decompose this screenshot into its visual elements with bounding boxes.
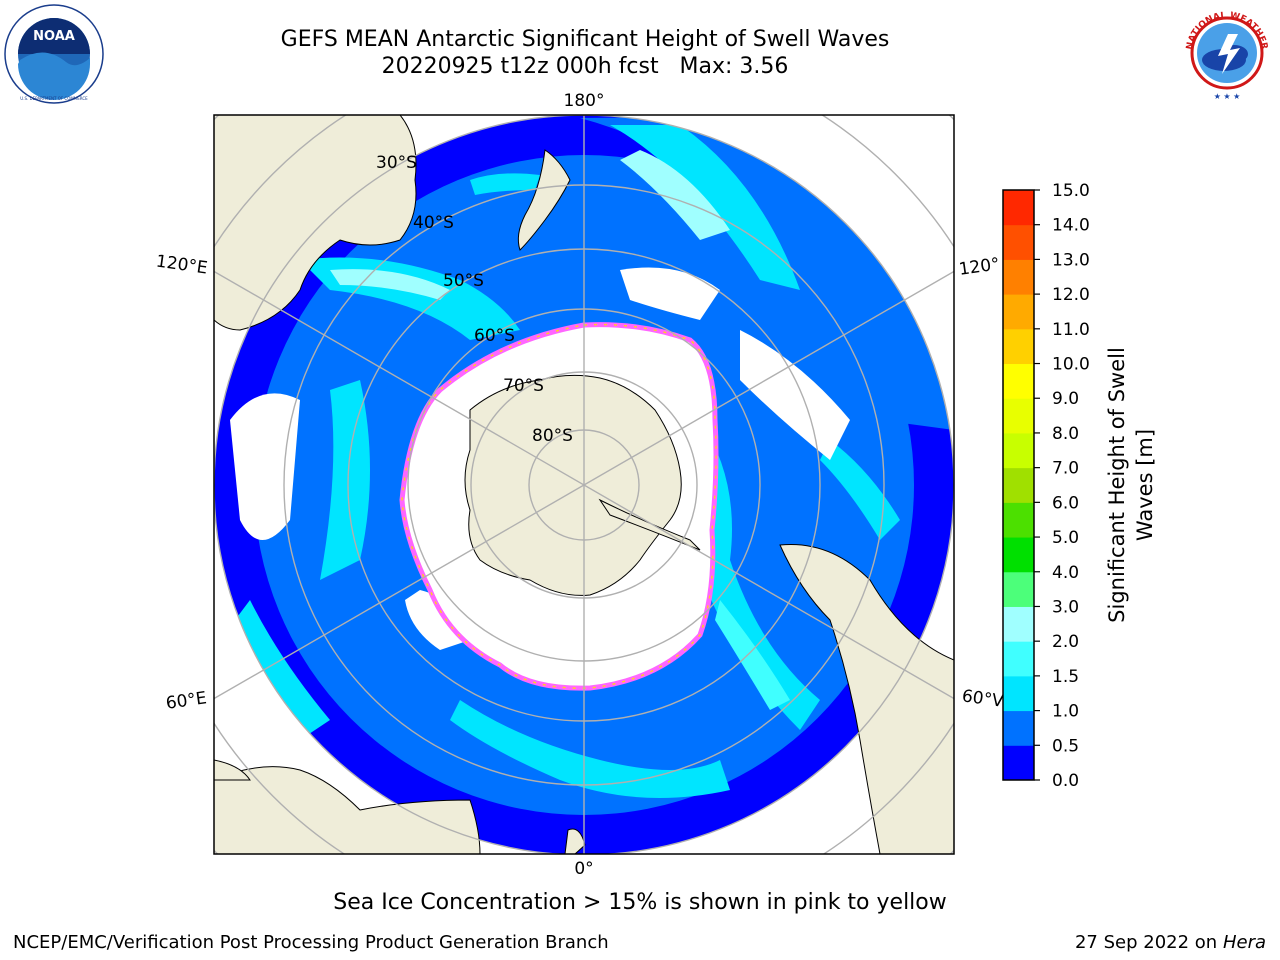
colorbar-swatch	[1003, 537, 1034, 573]
colorbar-label-line2: Waves [m]	[1133, 429, 1157, 541]
svg-text:★ ★ ★: ★ ★ ★	[1214, 92, 1241, 101]
south-america	[779, 543, 954, 854]
colorbar-swatch	[1003, 432, 1034, 469]
colorbar-swatch	[1003, 606, 1034, 642]
colorbar-tick-label: 4.0	[1052, 563, 1079, 583]
colorbar-swatch	[1003, 190, 1034, 226]
colorbar-tick-label: 5.0	[1052, 528, 1079, 548]
credit-host: Hera	[1222, 932, 1266, 953]
colorbar-swatch	[1003, 502, 1034, 538]
colorbar-swatch	[1003, 675, 1034, 712]
colorbar-tick-label: 9.0	[1052, 389, 1079, 409]
map-frame	[213, 114, 955, 855]
colorbar-tick-label: 1.5	[1052, 667, 1079, 687]
colorbar-swatch	[1003, 467, 1034, 503]
chart-subtitle: 20220925 t12z 000h fcst Max: 3.56	[381, 54, 789, 79]
colorbar-tick-label: 8.0	[1052, 424, 1079, 444]
colorbar-tick-label: 2.0	[1052, 632, 1079, 652]
colorbar-tick-label: 15.0	[1052, 181, 1090, 201]
colorbar-swatch	[1003, 363, 1034, 399]
svg-text:U.S. DEPARTMENT OF COMMERCE: U.S. DEPARTMENT OF COMMERCE	[20, 96, 88, 101]
lat-label-30s: 30°S	[376, 153, 417, 173]
lon-label-180: 180°	[564, 91, 605, 111]
africa	[214, 766, 481, 854]
lat-label-60s: 60°S	[474, 326, 515, 346]
colorbar-swatch	[1003, 641, 1034, 677]
credit-date-text: 27 Sep 2022 on	[1074, 932, 1218, 953]
colorbar-swatch	[1003, 745, 1034, 781]
colorbar-tick-label: 11.0	[1052, 320, 1090, 340]
svg-text:NOAA: NOAA	[33, 29, 75, 44]
lon-label-120w: 120°	[958, 254, 1001, 280]
map-panel	[214, 115, 954, 854]
lon-label-60w: 60°V	[961, 686, 1006, 712]
colorbar-swatch	[1003, 571, 1034, 607]
colorbar-tick-label: 14.0	[1052, 216, 1090, 236]
credit-branch: NCEP/EMC/Verification Post Processing Pr…	[13, 932, 609, 953]
lat-label-50s: 50°S	[443, 271, 484, 291]
lon-label-120e: 120°E	[155, 252, 209, 279]
noaa-logo-icon: NOAA U.S. DEPARTMENT OF COMMERCE	[4, 4, 104, 104]
colorbar-tick-label: 6.0	[1052, 493, 1079, 513]
new-zealand	[517, 149, 571, 251]
colorbar-tick-label: 10.0	[1052, 355, 1090, 375]
graticule	[214, 115, 954, 854]
australia	[214, 115, 417, 331]
lat-label-70s: 70°S	[503, 376, 544, 396]
chart-title: GEFS MEAN Antarctic Significant Height o…	[280, 27, 890, 52]
lat-label-80s: 80°S	[532, 426, 573, 446]
colorbar-tick-label: 0.5	[1052, 736, 1079, 756]
sea-ice-note: Sea Ice Concentration > 15% is shown in …	[333, 890, 947, 915]
colorbar-frame	[1002, 189, 1035, 781]
colorbar-swatch	[1003, 328, 1034, 365]
colorbar-tick-label: 0.0	[1052, 771, 1079, 791]
colorbar-swatch	[1003, 224, 1034, 260]
colorbar-tick-label: 13.0	[1052, 250, 1090, 270]
antarctica	[464, 374, 682, 596]
colorbar-swatch	[1003, 259, 1034, 295]
colorbar	[1002, 189, 1035, 781]
colorbar-tick-label: 7.0	[1052, 459, 1079, 479]
colorbar-tick-label: 12.0	[1052, 285, 1090, 305]
colorbar-swatch	[1003, 294, 1034, 330]
colorbar-tick-label: 1.0	[1052, 702, 1079, 722]
colorbar-ticks: 0.0 0.5 1.0 1.5 2.0 3.0 4.0 5.0 6.0 7.0 8.0 9.0 10.0…	[1034, 181, 1090, 791]
colorbar-label-line1: Significant Height of Swell	[1105, 347, 1129, 623]
lat-label-40s: 40°S	[413, 213, 454, 233]
colorbar-tick-label: 3.0	[1052, 597, 1079, 617]
colorbar-swatch	[1003, 710, 1034, 746]
nws-logo-icon: NATIONAL WEATHER SERVICE ★ ★ ★	[1178, 4, 1274, 101]
lon-label-0: 0°	[574, 859, 593, 879]
lon-label-60e: 60°E	[165, 688, 208, 713]
colorbar-swatch	[1003, 398, 1034, 434]
credit-date: 27 Sep 2022 on Hera	[1075, 932, 1266, 953]
